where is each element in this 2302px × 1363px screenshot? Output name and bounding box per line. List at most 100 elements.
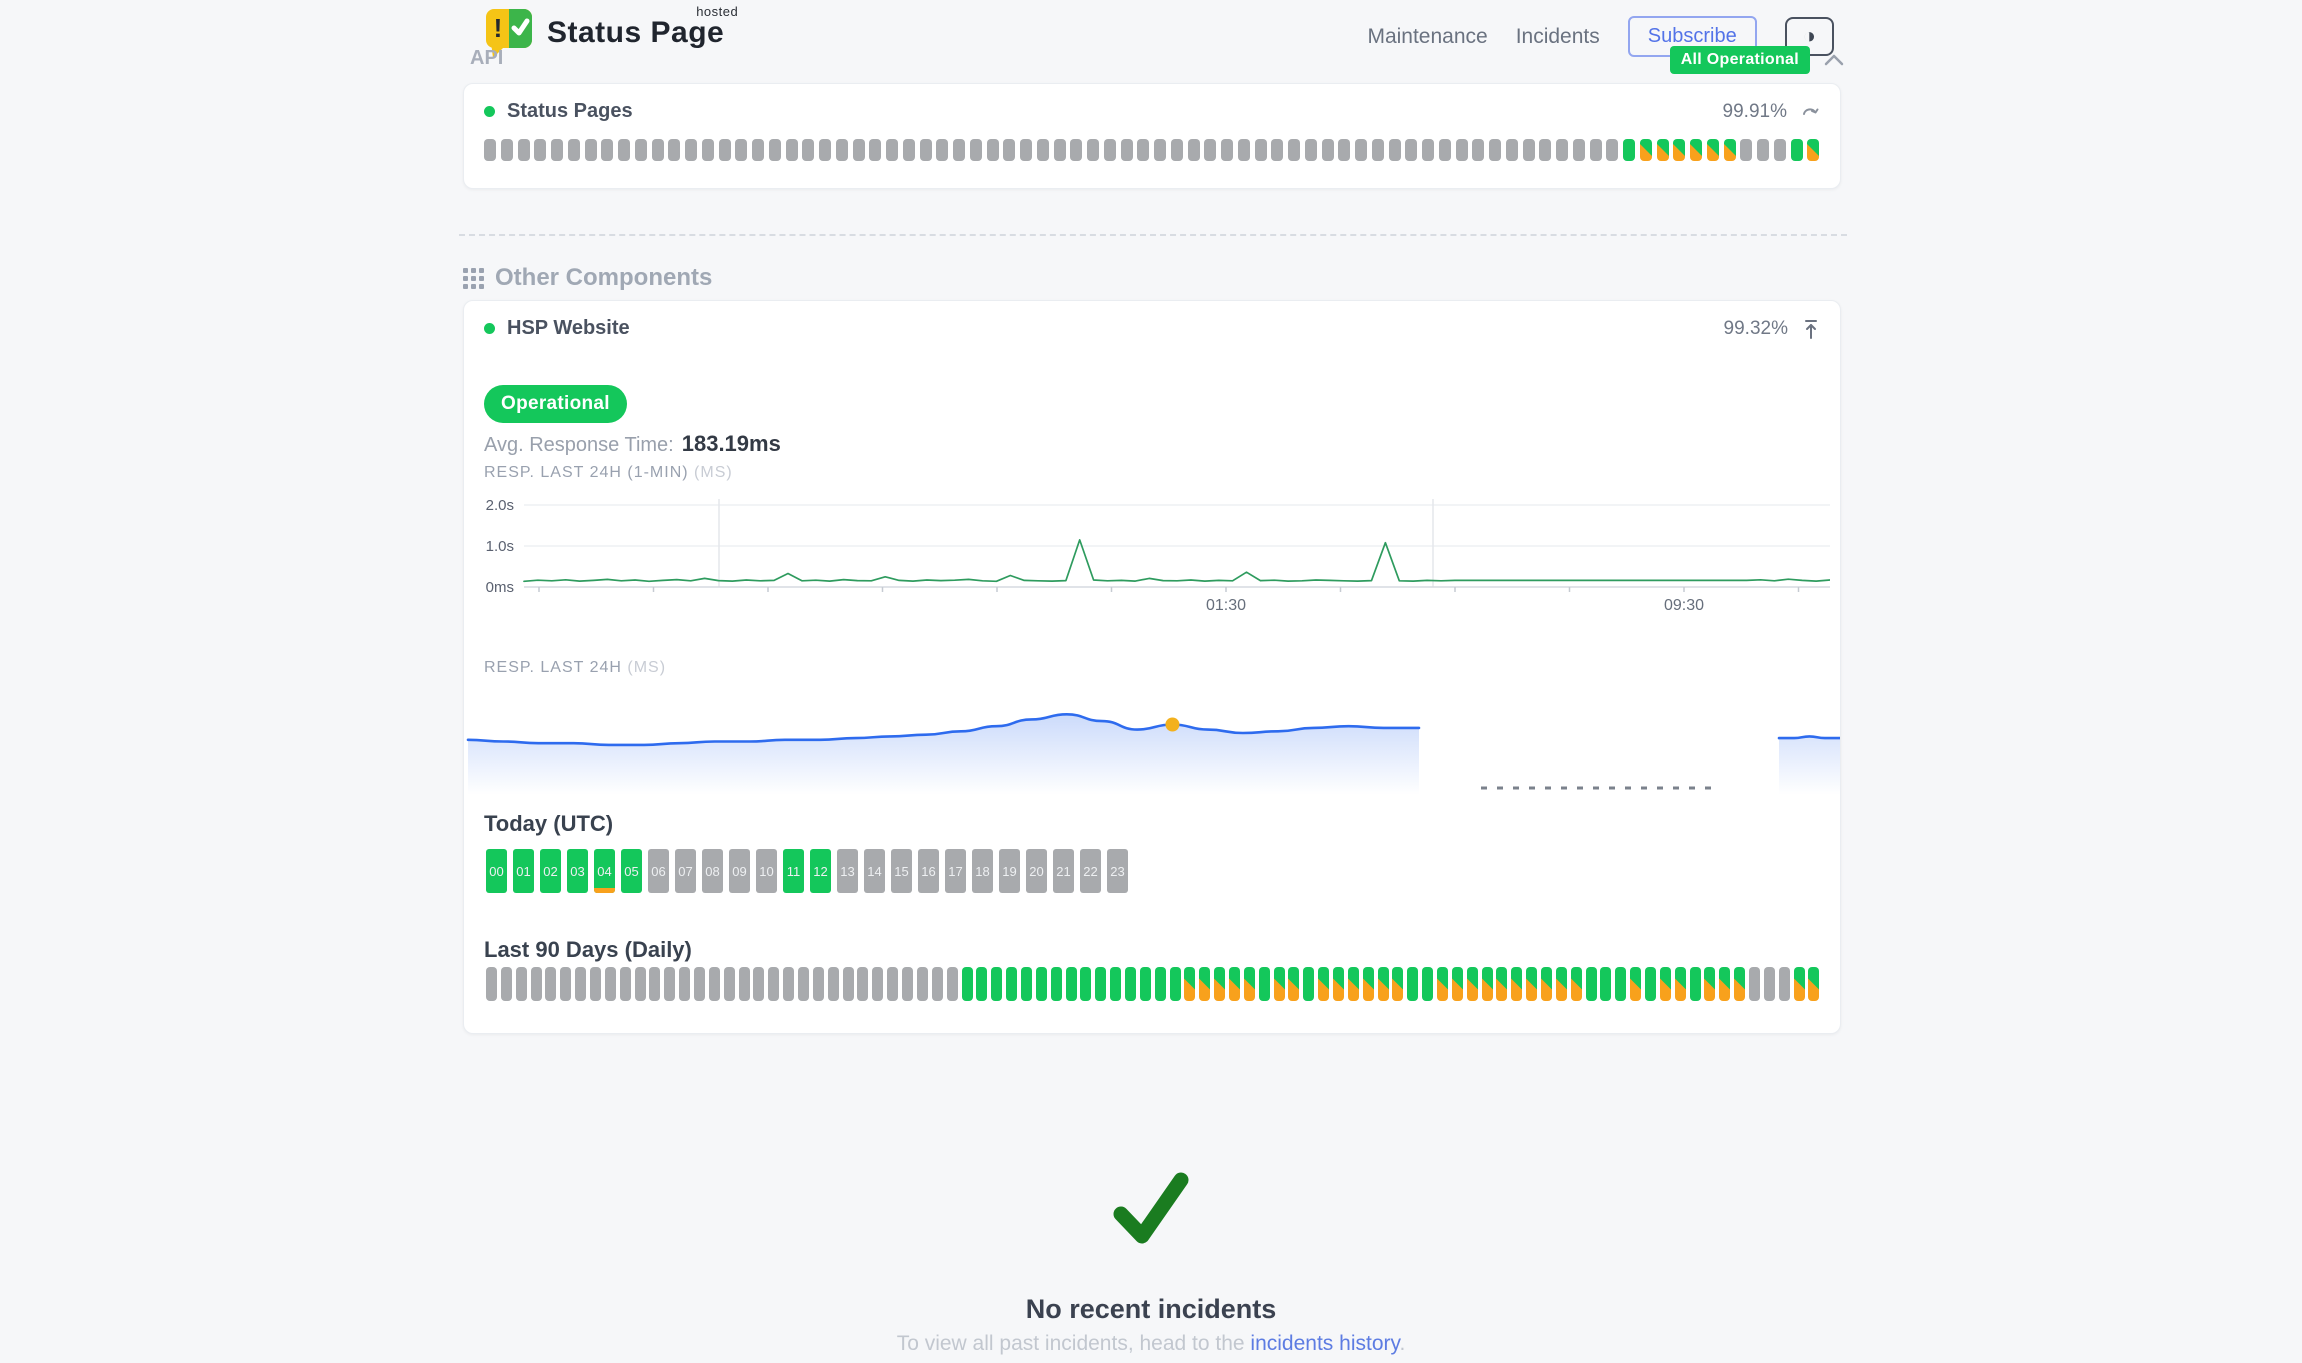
uptime-bar-partial — [1706, 139, 1719, 161]
uptime-bar-partial — [1184, 967, 1196, 1001]
uptime-bar-empty — [1120, 139, 1133, 161]
chart2-label: RESP. LAST 24H (MS) — [484, 659, 667, 676]
uptime-bar-partial — [1704, 967, 1716, 1001]
uptime-percentage: 99.32% — [1723, 317, 1788, 339]
uptime-bar-empty — [1087, 139, 1099, 161]
uptime-bar-empty — [936, 139, 949, 161]
uptime-bar-empty — [500, 967, 512, 1001]
hour-cell-06: 06 — [648, 849, 669, 893]
dashed-divider — [459, 234, 1847, 236]
section-title-other-components: Other Components — [495, 264, 713, 291]
uptime-bar-partial — [1570, 967, 1582, 1001]
uptime-bar-partial — [1511, 967, 1523, 1001]
uptime-bar-empty — [1572, 139, 1585, 161]
uptime-bar-empty — [560, 967, 572, 1001]
hour-cell-21: 21 — [1053, 849, 1074, 893]
uptime-bar-empty — [835, 139, 848, 161]
uptime-bar-up — [1065, 967, 1077, 1001]
uptime-bar-partial — [1723, 139, 1736, 161]
uptime-bar-partial — [1496, 967, 1508, 1001]
uptime-bar-empty — [1472, 139, 1485, 161]
uptime-bar-empty — [1170, 139, 1183, 161]
uptime-bar-empty — [1304, 139, 1317, 161]
y-tick-label: 0ms — [486, 579, 514, 596]
nav-incidents[interactable]: Incidents — [1515, 24, 1600, 48]
uptime-bar-empty — [1221, 139, 1233, 161]
uptime-bar-partial — [1719, 967, 1731, 1001]
uptime-bar-empty — [902, 967, 914, 1001]
uptime-bar-partial — [1332, 967, 1344, 1001]
uptime-bar-empty — [768, 967, 780, 1001]
response-1min-chart: 2.0s 1.0s 0ms 01:30 09:30 — [486, 497, 1830, 614]
uptime-bar-empty — [931, 967, 943, 1001]
overall-status: All Operational — [1669, 46, 1844, 74]
uptime-bar-partial — [1347, 967, 1359, 1001]
uptime-bar-empty — [753, 967, 765, 1001]
uptime-bar-empty — [842, 967, 854, 1001]
uptime-bar-up — [991, 967, 1003, 1001]
uptime-bar-empty — [601, 139, 614, 161]
uptime-bar-up — [1615, 967, 1627, 1001]
uptime-bar-empty — [1254, 139, 1267, 161]
uptime-bar-up — [1258, 967, 1270, 1001]
uptime-bar-empty — [812, 967, 824, 1001]
uptime-bar-empty — [1187, 139, 1200, 161]
hour-cell-16: 16 — [918, 849, 939, 893]
uptime-bar-empty — [919, 139, 932, 161]
svg-text:!: ! — [494, 13, 503, 43]
uptime-bar-empty — [604, 967, 616, 1001]
uptime-bar-empty — [1036, 139, 1049, 161]
uptime-bar-empty — [634, 967, 646, 1001]
uptime-bar-up — [1095, 967, 1107, 1001]
uptime-bar-partial — [1243, 967, 1255, 1001]
uptime-bar-empty — [872, 967, 884, 1001]
y-tick-label: 2.0s — [486, 497, 514, 514]
uptime-bar-empty — [1020, 139, 1032, 161]
uptime-bar-partial — [1555, 967, 1567, 1001]
uptime-bar-empty — [1070, 139, 1083, 161]
response-series-line — [523, 539, 1830, 583]
uptime-bar-empty — [1422, 139, 1434, 161]
uptime-bar-partial — [1526, 967, 1538, 1001]
uptime-bar-up — [1169, 967, 1181, 1001]
brand-logo[interactable]: ! Status Page hosted — [483, 4, 738, 60]
incidents-history-link[interactable]: incidents history — [1250, 1332, 1400, 1355]
hour-cell-23: 23 — [1107, 849, 1128, 893]
today-hours-strip: 00 01 02 03 04 05 06 07 08 09 10 11 12 13 14 15 16 17 18 19… — [486, 849, 1128, 893]
chevron-up-icon[interactable] — [1824, 53, 1844, 67]
grid-icon — [463, 267, 484, 289]
nav-maintenance[interactable]: Maintenance — [1367, 24, 1488, 48]
uptime-bar-empty — [1489, 139, 1501, 161]
uptime-bar-empty — [1522, 139, 1535, 161]
hour-cell-11: 11 — [783, 849, 804, 893]
uptime-bar-empty — [1154, 139, 1166, 161]
uptime-bar-empty — [802, 139, 815, 161]
component-name: Status Pages — [507, 100, 633, 122]
uptime-bar-empty — [886, 139, 898, 161]
collapse-to-top-icon[interactable] — [1802, 318, 1820, 340]
uptime-bar-partial — [1808, 967, 1820, 1001]
response-area-line-right — [1777, 735, 1840, 740]
uptime-bars-strip — [484, 139, 1820, 161]
uptime-bar-empty — [590, 967, 602, 1001]
today-utc-title: Today (UTC) — [484, 811, 614, 836]
x-tick-label: 09:30 — [1664, 597, 1704, 614]
uptime-bar-partial — [1362, 967, 1374, 1001]
uptime-bar-up — [1124, 967, 1136, 1001]
section-title-api: API — [470, 47, 504, 69]
uptime-bar-empty — [567, 139, 580, 161]
uptime-bar-empty — [486, 967, 497, 1001]
refresh-icon[interactable] — [1801, 103, 1820, 120]
uptime-bar-up — [1154, 967, 1166, 1001]
uptime-bar-up — [1790, 139, 1803, 161]
response-area-fill — [468, 714, 1419, 809]
uptime-bar-empty — [718, 139, 731, 161]
uptime-bar-partial — [1228, 967, 1240, 1001]
hour-cell-03: 03 — [567, 849, 588, 893]
uptime-bar-empty — [694, 967, 706, 1001]
uptime-bar-partial — [1392, 967, 1404, 1001]
response-24h-chart — [466, 712, 1840, 809]
uptime-bar-up — [1407, 967, 1419, 1001]
status-dot — [484, 323, 495, 334]
